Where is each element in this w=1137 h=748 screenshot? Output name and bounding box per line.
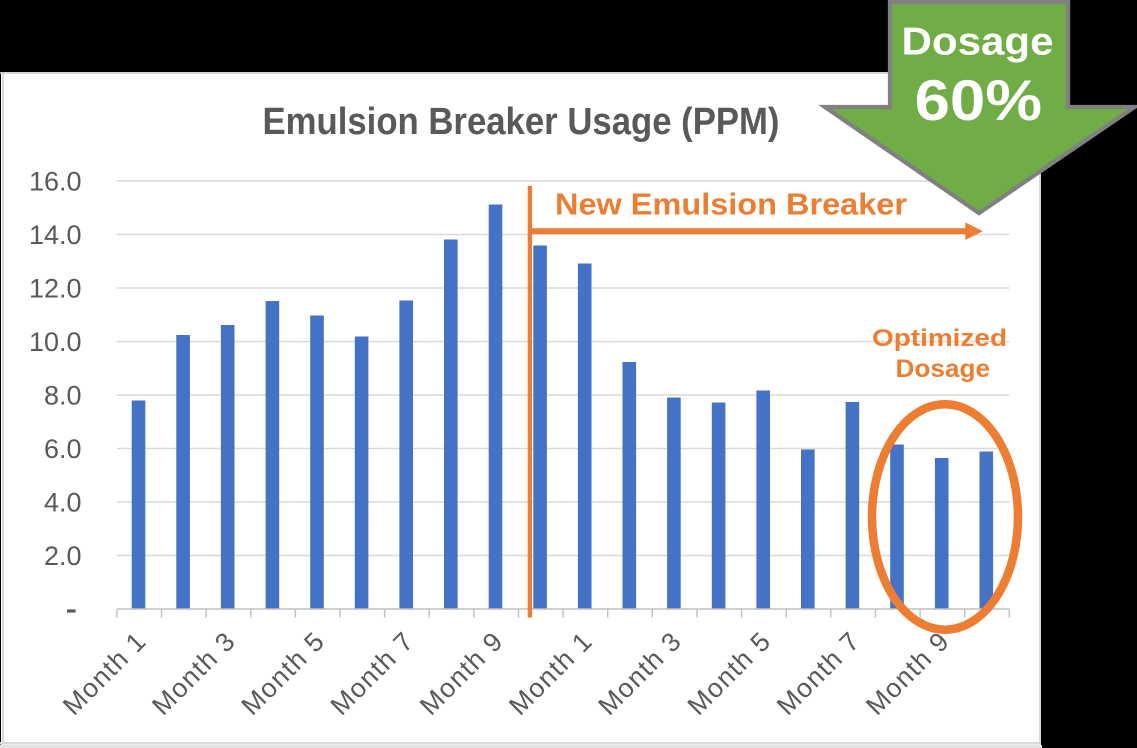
svg-text:60%: 60% <box>915 69 1043 133</box>
svg-text:8.0: 8.0 <box>44 380 82 410</box>
svg-text:10.0: 10.0 <box>29 327 82 357</box>
svg-text:6.0: 6.0 <box>44 434 82 464</box>
svg-text:14.0: 14.0 <box>29 220 82 250</box>
svg-text:Emulsion Breaker Usage (PPM): Emulsion Breaker Usage (PPM) <box>263 101 780 143</box>
svg-text:Dosage: Dosage <box>896 355 991 383</box>
svg-text:4.0: 4.0 <box>44 487 82 517</box>
svg-text:12.0: 12.0 <box>29 273 82 303</box>
svg-text:New Emulsion Breaker: New Emulsion Breaker <box>555 187 907 222</box>
svg-text:Optimized: Optimized <box>872 325 1007 352</box>
svg-text:Dosage: Dosage <box>902 20 1054 63</box>
svg-text:2.0: 2.0 <box>44 541 82 571</box>
svg-text:16.0: 16.0 <box>29 166 82 196</box>
